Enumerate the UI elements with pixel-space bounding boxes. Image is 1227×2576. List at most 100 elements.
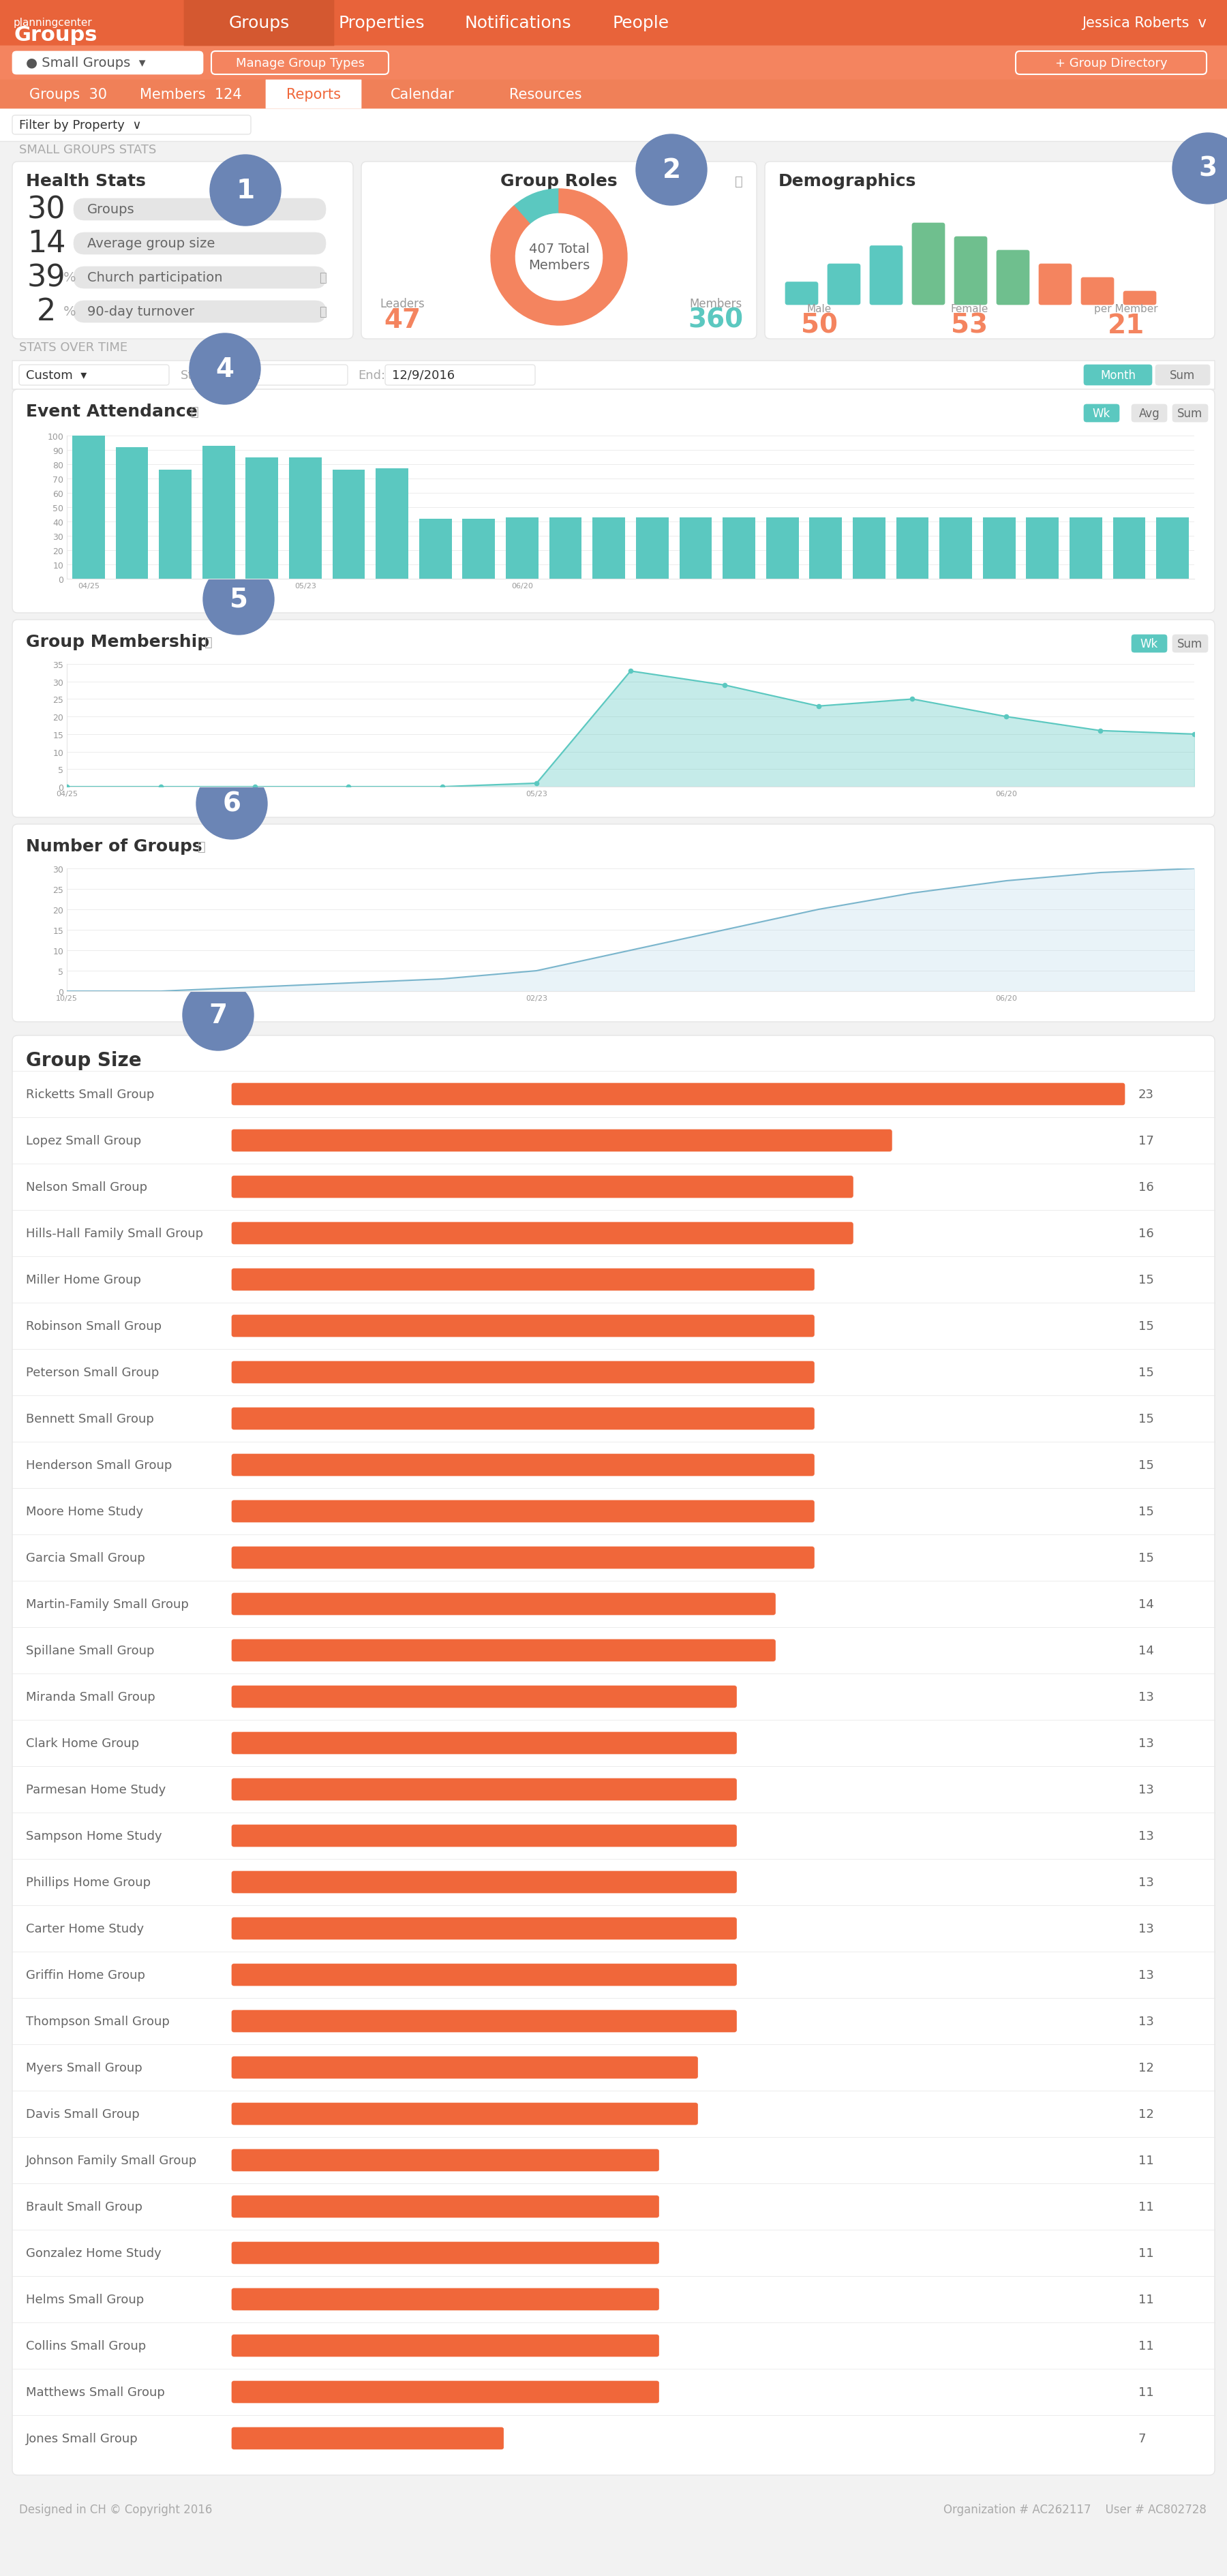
Bar: [983, 518, 1016, 580]
FancyBboxPatch shape: [232, 2009, 736, 2032]
FancyBboxPatch shape: [74, 301, 326, 322]
Text: Notifications: Notifications: [465, 15, 572, 31]
FancyBboxPatch shape: [232, 2148, 659, 2172]
Point: [433, 768, 453, 809]
Text: 15: 15: [1139, 1504, 1153, 1517]
Text: 47: 47: [384, 307, 421, 332]
Text: 23: 23: [1139, 1087, 1155, 1100]
FancyBboxPatch shape: [1124, 291, 1156, 307]
Text: 11: 11: [1139, 2339, 1153, 2352]
FancyBboxPatch shape: [385, 366, 535, 386]
FancyBboxPatch shape: [184, 0, 334, 46]
FancyBboxPatch shape: [0, 80, 1227, 108]
Text: %: %: [64, 270, 76, 283]
Text: + Group Directory: + Group Directory: [1055, 57, 1167, 70]
Text: 13: 13: [1139, 1783, 1153, 1795]
FancyBboxPatch shape: [12, 824, 1215, 1023]
FancyBboxPatch shape: [232, 1595, 775, 1615]
Text: 13: 13: [1139, 1736, 1153, 1749]
Wedge shape: [514, 191, 560, 224]
FancyBboxPatch shape: [0, 0, 1227, 46]
Text: Groups: Groups: [13, 26, 97, 46]
FancyBboxPatch shape: [232, 2334, 659, 2357]
Bar: [420, 520, 452, 580]
Text: ⓘ: ⓘ: [205, 636, 212, 649]
Text: Henderson Small Group: Henderson Small Group: [26, 1458, 172, 1471]
Text: 5: 5: [229, 587, 248, 613]
FancyBboxPatch shape: [12, 361, 1215, 389]
Text: Groups: Groups: [228, 15, 290, 31]
Wedge shape: [491, 191, 627, 325]
Text: Organization # AC262117    User # AC802728: Organization # AC262117 User # AC802728: [944, 2504, 1206, 2514]
Text: Start:: Start:: [180, 368, 215, 381]
Text: 1: 1: [236, 178, 255, 204]
Text: 16: 16: [1139, 1226, 1153, 1239]
Text: 13: 13: [1139, 1829, 1153, 1842]
Bar: [550, 518, 582, 580]
FancyBboxPatch shape: [232, 1502, 815, 1522]
Bar: [1026, 518, 1059, 580]
Circle shape: [196, 768, 267, 840]
Text: Leaders: Leaders: [380, 299, 425, 309]
Text: Wk: Wk: [1092, 407, 1110, 420]
Bar: [810, 518, 842, 580]
Text: 11: 11: [1139, 2200, 1153, 2213]
Bar: [1156, 518, 1189, 580]
FancyBboxPatch shape: [955, 237, 987, 307]
Text: 2: 2: [37, 296, 56, 327]
Point: [151, 768, 171, 809]
Text: Davis Small Group: Davis Small Group: [26, 2107, 140, 2120]
Text: Peterson Small Group: Peterson Small Group: [26, 1365, 160, 1378]
Text: 15: 15: [1139, 1412, 1153, 1425]
Text: Calendar: Calendar: [390, 88, 454, 100]
Text: STATS OVER TIME: STATS OVER TIME: [20, 343, 128, 353]
Text: 21: 21: [1108, 312, 1145, 337]
Text: 13: 13: [1139, 1922, 1153, 1935]
FancyBboxPatch shape: [232, 2195, 659, 2218]
Text: 🖨: 🖨: [1196, 142, 1206, 157]
FancyBboxPatch shape: [361, 162, 757, 340]
Text: ⓘ: ⓘ: [319, 307, 326, 319]
Text: 13: 13: [1139, 1968, 1153, 1981]
FancyBboxPatch shape: [1083, 404, 1119, 422]
Text: Jessica Roberts  v: Jessica Roberts v: [1082, 15, 1206, 31]
FancyBboxPatch shape: [0, 2496, 1227, 2522]
FancyBboxPatch shape: [0, 46, 1227, 80]
Circle shape: [189, 335, 260, 404]
Text: Sum: Sum: [1178, 407, 1202, 420]
Text: People: People: [612, 15, 669, 31]
Text: 50: 50: [801, 312, 838, 337]
Text: 30: 30: [27, 196, 66, 224]
Text: Griffin Home Group: Griffin Home Group: [26, 1968, 145, 1981]
FancyBboxPatch shape: [232, 1731, 736, 1754]
Bar: [290, 459, 321, 580]
FancyBboxPatch shape: [232, 2380, 659, 2403]
Bar: [506, 518, 539, 580]
Bar: [766, 518, 799, 580]
FancyBboxPatch shape: [232, 1224, 853, 1244]
FancyBboxPatch shape: [74, 198, 326, 222]
FancyBboxPatch shape: [20, 366, 169, 386]
Text: Nelson Small Group: Nelson Small Group: [26, 1180, 147, 1193]
Text: Members: Members: [690, 299, 742, 309]
Text: 53: 53: [951, 312, 988, 337]
Text: Wk: Wk: [1140, 639, 1158, 649]
Text: ⓘ: ⓘ: [198, 840, 206, 853]
Text: Group Size: Group Size: [26, 1051, 141, 1069]
Text: Sampson Home Study: Sampson Home Study: [26, 1829, 162, 1842]
Text: 13: 13: [1139, 1690, 1153, 1703]
Bar: [940, 518, 972, 580]
Text: 407 Total: 407 Total: [529, 242, 589, 255]
Text: Miller Home Group: Miller Home Group: [26, 1273, 141, 1285]
FancyBboxPatch shape: [232, 1409, 815, 1430]
Bar: [1113, 518, 1146, 580]
Text: Ricketts Small Group: Ricketts Small Group: [26, 1087, 155, 1100]
Bar: [593, 518, 625, 580]
Text: Properties: Properties: [339, 15, 425, 31]
FancyBboxPatch shape: [827, 265, 860, 307]
FancyBboxPatch shape: [764, 162, 1215, 340]
Text: Brault Small Group: Brault Small Group: [26, 2200, 142, 2213]
Point: [1091, 711, 1110, 752]
Text: 11: 11: [1139, 2293, 1153, 2306]
FancyBboxPatch shape: [266, 80, 361, 108]
